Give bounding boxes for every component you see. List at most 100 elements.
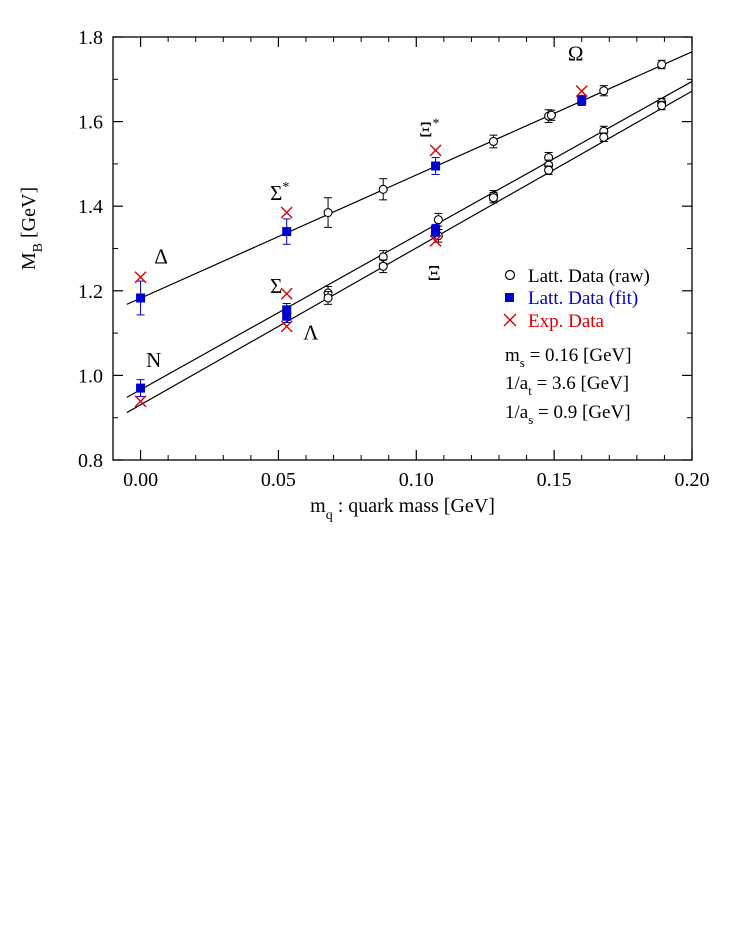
baryon-label: Σ — [270, 274, 282, 298]
exp-point — [280, 287, 293, 300]
y-tick-label: 1.0 — [78, 365, 103, 387]
y-axis-label-sub: B — [31, 243, 46, 252]
raw-point — [657, 59, 667, 70]
param-as: 1/as = 0.9 [GeV] — [505, 402, 631, 427]
param-ms-sub: s — [520, 355, 525, 370]
baryon-label-main: Ω — [568, 41, 584, 65]
baryon-label: Ξ* — [419, 116, 440, 141]
param-at-rest: = 3.6 [GeV] — [532, 373, 629, 394]
exp-point-stroke — [280, 320, 293, 333]
y-tick-label: 1.6 — [78, 112, 103, 134]
x-axis-label: mq : quark mass [GeV] — [310, 495, 495, 523]
x-tick-label: 0.20 — [675, 469, 710, 491]
raw-point — [323, 207, 333, 218]
legend-marker-fit — [505, 293, 514, 302]
fit-line — [126, 51, 693, 305]
param-ms-main: m — [505, 345, 520, 366]
baryon-label-main: Λ — [303, 320, 319, 344]
fit-point — [431, 227, 441, 237]
exp-point-stroke — [280, 206, 293, 219]
exp-point — [280, 320, 293, 333]
raw-point — [599, 86, 609, 96]
fit-lines-layer — [126, 51, 693, 414]
exp-point — [280, 206, 293, 219]
raw-point — [599, 132, 609, 142]
baryon-label-main: Ξ — [419, 117, 433, 141]
exp-point-stroke — [134, 395, 147, 408]
exp-point — [429, 144, 442, 157]
fit-point — [431, 161, 441, 171]
raw-point — [657, 100, 667, 111]
plot-frame — [112, 36, 693, 461]
exp-point-stroke — [280, 287, 293, 300]
y-tick-label: 1.8 — [78, 27, 103, 49]
y-axis-label-rest: [GeV] — [18, 187, 40, 243]
parameters-block: ms = 0.16 [GeV] 1/at = 3.6 [GeV] 1/as = … — [505, 345, 632, 427]
baryon-label-main: Δ — [154, 244, 168, 268]
y-tick-label: 1.2 — [78, 281, 103, 303]
baryon-label: Δ — [154, 244, 168, 268]
param-at-sub: t — [528, 383, 532, 398]
param-as-rest: = 0.9 [GeV] — [533, 402, 630, 423]
exp-point-stroke — [134, 271, 147, 284]
x-tick-label: 0.15 — [537, 469, 572, 491]
param-ms: ms = 0.16 [GeV] — [505, 345, 632, 370]
param-at: 1/at = 3.6 [GeV] — [505, 373, 629, 398]
param-as-main: 1/a — [505, 402, 529, 423]
y-axis-label: MB [GeV] — [18, 187, 46, 270]
legend-marker-raw — [504, 269, 516, 281]
baryon-label-main: N — [146, 348, 161, 372]
x-axis-label-main: m — [310, 495, 326, 517]
raw-point — [546, 110, 556, 120]
baryon-label-sup: * — [433, 116, 440, 131]
param-ms-rest: = 0.16 [GeV] — [525, 345, 632, 366]
y-tick-label: 0.8 — [78, 450, 103, 472]
baryon-label-main: Σ — [270, 181, 282, 205]
y-axis-label-main: M — [18, 252, 40, 270]
exp-point — [134, 395, 147, 408]
points-layer — [134, 59, 667, 408]
x-tick-label: 0.05 — [261, 469, 296, 491]
fit-point — [136, 293, 146, 303]
x-axis-label-sub: q — [326, 508, 333, 523]
fit-point — [577, 95, 587, 105]
param-as-sub: s — [528, 412, 533, 427]
raw-point — [323, 293, 333, 303]
baryon-label: Σ* — [270, 180, 289, 205]
exp-point — [575, 85, 588, 98]
legend-label-raw: Latt. Data (raw) — [528, 266, 650, 287]
x-tick-label: 0.10 — [399, 469, 434, 491]
legend-label-fit: Latt. Data (fit) — [528, 288, 638, 309]
baryon-label-main: Ξ — [427, 261, 441, 285]
raw-point — [544, 165, 554, 175]
baryon-label: Ξ — [427, 261, 441, 285]
raw-point — [378, 184, 388, 194]
raw-point — [433, 215, 443, 225]
baryon-label-sup: * — [282, 180, 289, 195]
legend-label-exp: Exp. Data — [528, 311, 605, 332]
exp-point-stroke — [575, 85, 588, 98]
x-tick-label: 0.00 — [123, 469, 158, 491]
y-tick-label: 1.4 — [78, 196, 103, 218]
fit-point — [136, 383, 146, 393]
baryon-label: Λ — [303, 320, 319, 344]
baryon-label: Ω — [568, 41, 584, 65]
raw-point — [378, 261, 388, 271]
exp-point — [134, 271, 147, 284]
fit-point — [282, 311, 292, 321]
ticks-layer: 0.00 0.05 0.10 0.15 0.20 0.8 1.0 1.2 1.4 1.6 1.8 — [78, 27, 710, 491]
exp-point-stroke — [429, 234, 442, 247]
exp-point-stroke — [429, 144, 442, 157]
legend-marker-exp — [503, 313, 517, 327]
fit-line — [126, 80, 693, 398]
fit-line — [126, 90, 693, 414]
baryon-label-main: Σ — [270, 274, 282, 298]
legend: Latt. Data (raw) Latt. Data (fit) Exp. D… — [503, 266, 650, 332]
raw-point — [488, 136, 499, 147]
baryon-label: N — [146, 348, 161, 372]
x-axis-label-rest: : quark mass [GeV] — [333, 495, 495, 517]
fit-point — [282, 227, 292, 237]
raw-point — [488, 193, 499, 203]
